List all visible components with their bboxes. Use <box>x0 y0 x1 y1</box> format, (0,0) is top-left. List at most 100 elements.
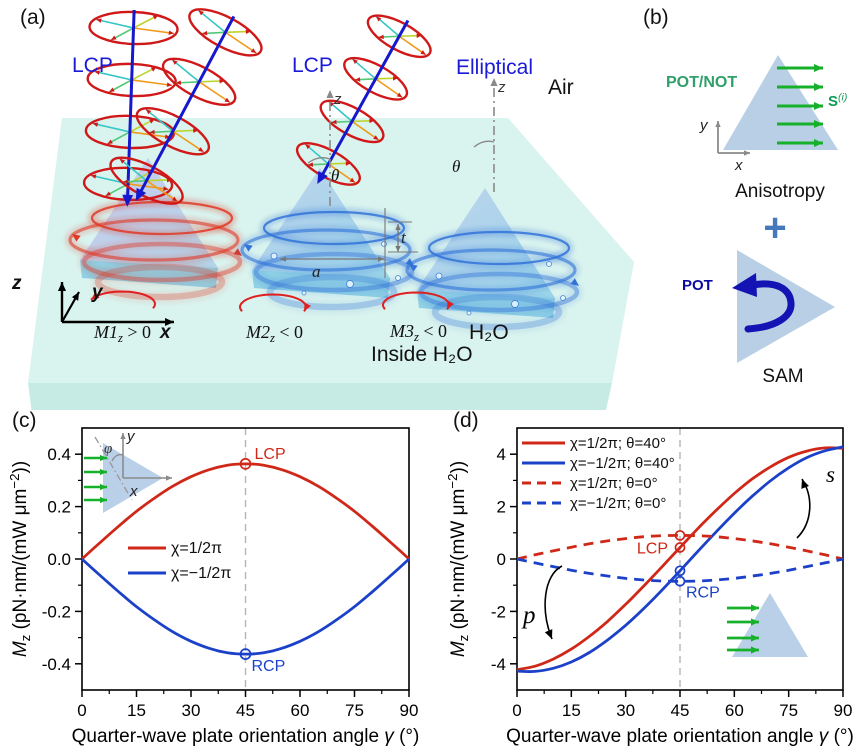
inset-arrow-head-icon <box>100 454 107 462</box>
angle-arc <box>307 157 331 164</box>
inset-arrow-head-icon <box>751 634 759 642</box>
bubble <box>435 272 443 280</box>
z-axis-head-icon <box>490 78 498 86</box>
field-arrow-head-icon <box>349 177 355 183</box>
field-arrow-head-icon <box>149 119 155 124</box>
series-0 <box>516 446 844 672</box>
annotation-arrow-head-icon <box>544 629 553 639</box>
field-arrow <box>198 81 231 104</box>
inset-arrow-head-icon <box>751 618 759 626</box>
x-tick-label: 0 <box>512 701 521 720</box>
inset-triangle-d <box>727 593 808 657</box>
field-arrow-head-icon <box>111 35 117 41</box>
inset-y-label: y <box>126 428 136 445</box>
field-arrow-head-icon <box>152 15 159 20</box>
field-arrow-head-icon <box>166 82 173 87</box>
field-arrow <box>146 180 178 202</box>
field-arrow <box>145 108 174 132</box>
field-arrow-head-icon <box>149 129 155 135</box>
field-arrow-head-icon <box>145 109 152 115</box>
field-arrow-head-icon <box>175 80 182 85</box>
prism-with-flow <box>236 168 418 314</box>
field-arrow-head-icon <box>150 67 157 72</box>
field-arrow <box>171 59 200 83</box>
field-arrow <box>327 163 356 184</box>
panel-tag-c: (c) <box>12 409 37 432</box>
x-tick-label: 15 <box>562 701 581 720</box>
circulation-arrow <box>381 291 451 310</box>
beam-label-elliptical: Elliptical <box>456 56 533 79</box>
inset-y-axis-head-icon <box>715 121 721 127</box>
field-arrow-head-icon <box>369 118 375 124</box>
z-axis-head-icon <box>57 282 67 291</box>
flow-streamline <box>68 218 240 262</box>
field-arrow <box>328 101 353 122</box>
field-arrow-head-icon <box>168 30 174 35</box>
air-label: Air <box>548 76 574 99</box>
inset-arrow-head-icon <box>100 496 107 504</box>
torque-label-m3: M3z < 0 <box>389 321 447 344</box>
field-arrow-head-icon <box>307 162 314 167</box>
field-arrow <box>96 18 134 29</box>
flow-arrow-head-icon <box>409 264 418 272</box>
flow-streamline <box>427 230 571 266</box>
y-tick-label: -4 <box>491 655 506 674</box>
inset-x-axis-head-icon <box>166 475 172 481</box>
dimension-lines <box>280 208 418 278</box>
marker-point <box>674 565 686 577</box>
z-ref-label: z <box>497 79 506 96</box>
field-arrow-head-icon <box>94 70 100 75</box>
inset-x-axis-head-icon <box>744 150 750 156</box>
field-arrow <box>133 27 174 35</box>
field-arrow-head-icon <box>105 191 112 196</box>
inset-arrow-head-icon <box>751 604 759 612</box>
arrowhead-icon <box>395 224 401 230</box>
bubble <box>346 280 354 288</box>
bubble <box>381 241 387 247</box>
y-axis-label: y <box>91 282 104 303</box>
y-tick-label: 4 <box>497 445 506 464</box>
x-tick-label: 0 <box>77 701 86 720</box>
phi-label: φ <box>104 441 112 457</box>
x-tick-label: 45 <box>236 701 255 720</box>
bubble <box>466 310 472 316</box>
inset-arrow-head-icon <box>751 646 759 654</box>
field-arrow-head-icon <box>96 18 102 23</box>
inset-triangle <box>732 593 808 657</box>
dim-a-label: a <box>312 262 321 281</box>
theta-label: θ <box>331 166 339 185</box>
beam-arrow-head-icon <box>122 194 134 207</box>
field-arrow-head-icon <box>373 135 379 140</box>
beam-arrow-head-icon <box>317 170 328 185</box>
x-tick-label: 60 <box>725 701 744 720</box>
water-label: H₂O <box>469 321 509 344</box>
pot-not-label: POT/NOT <box>666 74 737 91</box>
x-tick-label: 30 <box>616 701 635 720</box>
x-axis-label: x <box>734 157 743 174</box>
series-1 <box>81 557 410 656</box>
field-arrow <box>304 143 329 165</box>
field-arrow <box>119 158 148 182</box>
legend-label: χ=−1/2π <box>171 565 231 582</box>
legend-label: χ=−1/2π; θ=40° <box>570 455 675 472</box>
field-arrow-head-icon <box>392 76 399 81</box>
field-arrow-head-icon <box>119 158 125 164</box>
circulation-arrow <box>238 293 308 312</box>
flow-streamline-glow <box>263 270 401 314</box>
marker-label-RCP: RCP <box>252 658 286 675</box>
y-tick-label: 0.4 <box>47 445 71 464</box>
arrowhead-icon <box>280 256 286 262</box>
poynting-arrow-head-icon <box>814 101 823 111</box>
field-arrow-head-icon <box>92 122 99 127</box>
prism-with-flow <box>64 158 246 304</box>
field-arrow-head-icon <box>107 139 113 144</box>
x-tick-label: 75 <box>779 701 798 720</box>
x-tick-label: 15 <box>127 701 146 720</box>
field-arrow-head-icon <box>164 134 171 139</box>
bubble <box>270 252 278 260</box>
flow-streamline <box>94 263 226 301</box>
flow-arrow-head-icon <box>570 278 579 286</box>
beam-line <box>320 19 410 177</box>
flow-streamline <box>405 248 577 292</box>
